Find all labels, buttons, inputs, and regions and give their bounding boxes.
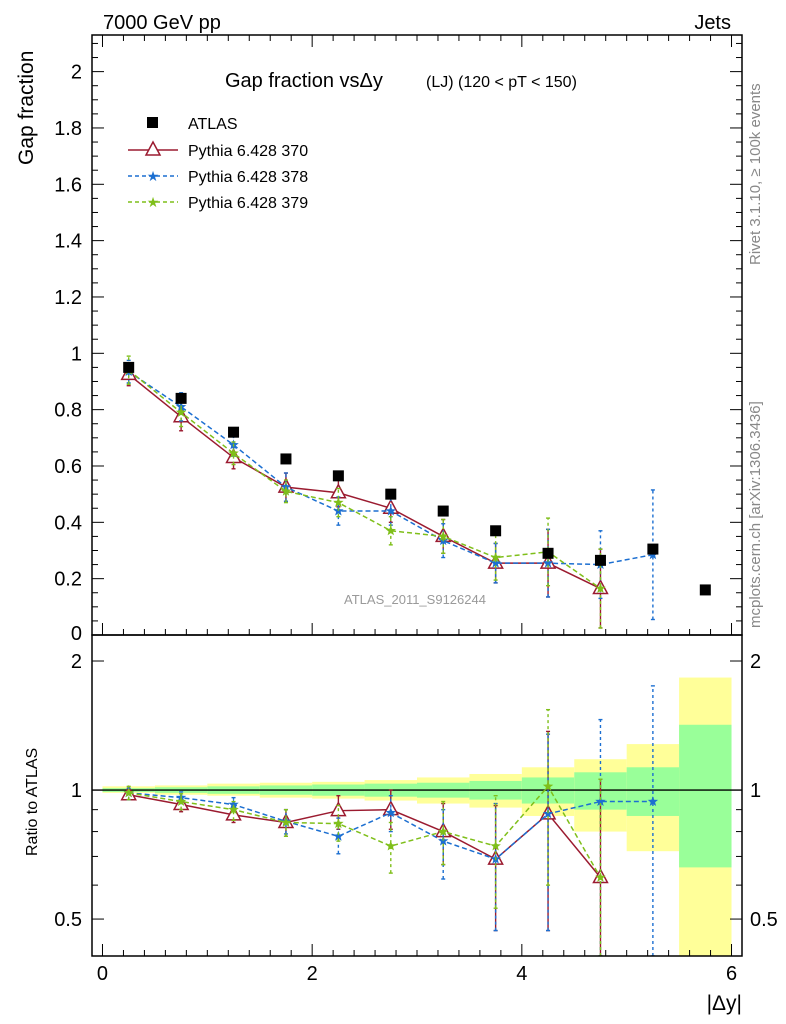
- point-ratio-pythia-6-428-378-10: [647, 796, 659, 806]
- line-ratio-pythia-6-428-379: [128, 785, 602, 878]
- point-top-pythia-6-428-379-5: [385, 525, 396, 536]
- analysis-watermark: ATLAS_2011_S9126244: [344, 592, 486, 607]
- chart-title-sub: (LJ) (120 < pT < 150): [426, 74, 577, 91]
- point-top-atlas-3: [280, 453, 292, 465]
- point-top-pythia-6-428-370-1: [172, 407, 190, 423]
- y-tick-label-top-7: 1.6: [54, 174, 82, 196]
- point-top-atlas-5: [385, 488, 397, 500]
- legend-marker-pythia-379: ★: [147, 194, 160, 210]
- point-ratio-pythia-6-428-378-6: [438, 835, 449, 846]
- legend-label-pythia-370: Pythia 6.428 370: [188, 143, 308, 160]
- y-tick-label-top-5: 1.2: [54, 287, 82, 309]
- point-ratio-pythia-6-428-379-8: [542, 780, 554, 791]
- x-axis-title: |Δy|: [707, 992, 742, 1015]
- y-tick-label-top-0: 0.2: [54, 569, 82, 591]
- point-top-pythia-6-428-379-2: [228, 447, 239, 458]
- header-process-label: Jets: [694, 12, 731, 34]
- point-top-atlas-0: [123, 361, 135, 373]
- line-top-pythia-6-428-379: [128, 369, 601, 590]
- point-top-atlas-9: [594, 554, 606, 566]
- point-ratio-pythia-6-428-378-4: [333, 830, 344, 841]
- line-top-pythia-6-428-370: [128, 373, 601, 590]
- point-ratio-pythia-6-428-379-0: [123, 787, 134, 798]
- point-top-atlas-10: [647, 543, 659, 555]
- point-top-atlas-1: [175, 392, 187, 404]
- y-tick-label-top-2: 0.6: [54, 456, 82, 478]
- legend-entry-pythia-370: Pythia 6.428 370: [128, 140, 308, 160]
- point-top-pythia-6-428-379-3: [280, 485, 292, 496]
- y-tick-label-bottom-left-1: 1: [71, 780, 82, 802]
- top-panel-series: [120, 355, 711, 629]
- legend-marker-atlas: [147, 117, 158, 128]
- point-ratio-pythia-6-428-378-5: [385, 807, 396, 818]
- y-tick-label-bottom-left-2: 2: [71, 651, 82, 673]
- point-ratio-pythia-6-428-379-6: [438, 826, 449, 836]
- point-ratio-pythia-6-428-379-9: [595, 872, 606, 882]
- y-tick-label-bottom-left-0: 0.5: [54, 909, 82, 931]
- point-top-pythia-6-428-379-4: [333, 497, 344, 508]
- ratio-band-inner-11: [679, 724, 732, 868]
- x-tick-label-1: 2: [307, 963, 318, 985]
- point-top-pythia-6-428-379-7: [490, 552, 501, 562]
- point-top-pythia-6-428-379-1: [175, 407, 187, 417]
- point-ratio-pythia-6-428-379-3: [280, 817, 292, 827]
- axis-tick-labels: 0 2 4 6 0.2 0.4 0.6 0.8 1 1.2 1.4 1.6 1.8 2 0 0.5 0.5 1 1 2…: [54, 62, 778, 985]
- y-axis-title-bottom: Ratio to ATLAS: [24, 748, 41, 856]
- line-top-pythia-6-428-378: [128, 370, 654, 566]
- y-tick-label-bottom-right-1: 1: [750, 780, 761, 802]
- point-top-pythia-6-428-378-7: [490, 557, 501, 568]
- point-ratio-pythia-6-428-378-8: [542, 808, 554, 819]
- header-energy-label: 7000 GeV pp: [103, 12, 221, 34]
- point-top-atlas-4: [332, 470, 344, 482]
- point-ratio-pythia-6-428-379-7: [490, 840, 501, 851]
- point-top-pythia-6-428-379-6: [438, 530, 449, 541]
- legend-entry-atlas: ATLAS: [147, 116, 238, 133]
- mcplots-reference-label: mcplots.cern.ch [arXiv:1306.3436]: [747, 401, 764, 628]
- point-ratio-pythia-6-428-378-2: [228, 799, 239, 809]
- x-tick-label-2: 4: [516, 963, 527, 985]
- legend-entry-pythia-378: ★ Pythia 6.428 378: [128, 168, 308, 186]
- x-tick-label-3: 6: [726, 963, 737, 985]
- y-tick-label-top-8: 1.8: [54, 118, 82, 140]
- point-top-atlas-11: [699, 584, 711, 596]
- point-ratio-pythia-6-428-379-2: [228, 804, 239, 815]
- legend-entry-pythia-379: ★ Pythia 6.428 379: [128, 194, 308, 212]
- axis-ticks: [92, 35, 742, 956]
- legend-marker-pythia-370: [144, 140, 162, 156]
- point-top-atlas-7: [490, 525, 502, 537]
- legend: ATLAS Pythia 6.428 370 ★ Pythia 6.428 37…: [128, 116, 308, 212]
- line-ratio-pythia-6-428-370: [128, 794, 602, 879]
- point-ratio-pythia-6-428-379-1: [175, 796, 187, 806]
- y-tick-label-top-zero: 0: [71, 623, 82, 645]
- point-top-pythia-6-428-379-9: [595, 583, 606, 593]
- point-top-pythia-6-428-378-5: [385, 505, 396, 516]
- y-tick-label-top-4: 1: [71, 343, 82, 365]
- legend-label-pythia-379: Pythia 6.428 379: [188, 195, 308, 212]
- y-tick-label-top-6: 1.4: [54, 231, 82, 253]
- point-ratio-pythia-6-428-378-9: [595, 796, 606, 806]
- bottom-panel-series: [120, 685, 659, 956]
- point-ratio-pythia-6-428-379-4: [333, 818, 344, 829]
- legend-label-pythia-378: Pythia 6.428 378: [188, 169, 308, 186]
- y-tick-label-top-1: 0.4: [54, 512, 82, 534]
- y-tick-label-bottom-right-0: 0.5: [750, 909, 778, 931]
- y-tick-label-top-9: 2: [71, 62, 82, 84]
- point-top-pythia-6-428-378-8: [542, 557, 554, 568]
- point-top-atlas-2: [228, 426, 240, 438]
- point-ratio-pythia-6-428-379-5: [385, 840, 396, 851]
- chart-title-main: Gap fraction vsΔy: [225, 70, 383, 92]
- legend-label-atlas: ATLAS: [188, 116, 238, 133]
- point-top-atlas-6: [437, 505, 449, 517]
- rivet-version-label: Rivet 3.1.10, ≥ 100k events: [747, 83, 764, 265]
- ratio-uncertainty-bands: [102, 677, 732, 956]
- y-tick-label-bottom-right-2: 2: [750, 651, 761, 673]
- point-top-atlas-8: [542, 547, 554, 559]
- y-axis-title-top: Gap fraction: [15, 51, 38, 165]
- y-tick-label-top-3: 0.8: [54, 400, 82, 422]
- x-tick-label-0: 0: [97, 963, 108, 985]
- legend-marker-pythia-378: ★: [147, 168, 160, 184]
